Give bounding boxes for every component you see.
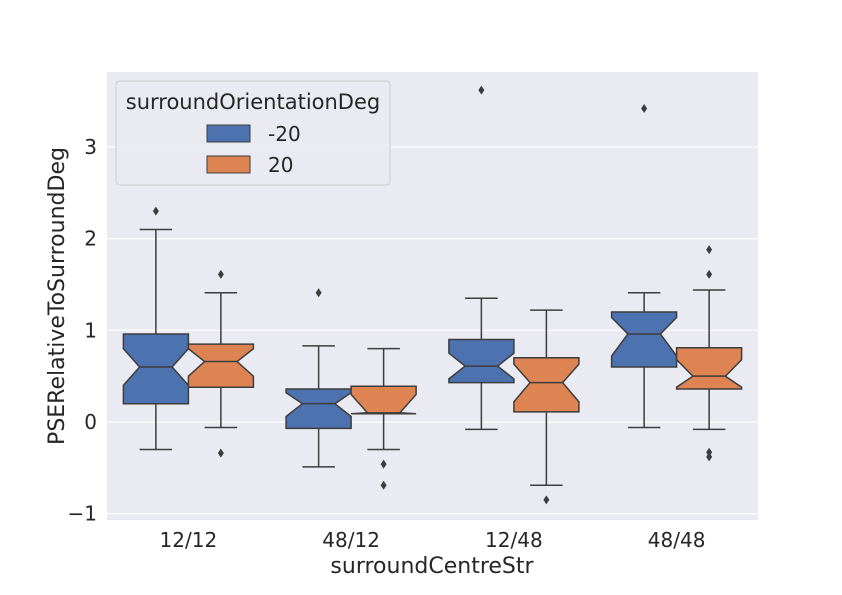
y-tick-label: 0 xyxy=(84,410,97,434)
legend: surroundOrientationDeg -20 20 xyxy=(115,80,391,186)
y-tick-label: 1 xyxy=(84,318,97,342)
outlier-point xyxy=(641,103,648,113)
x-tick-label: 12/48 xyxy=(485,528,543,552)
outlier-point xyxy=(706,452,713,462)
outlier-point xyxy=(478,85,485,95)
y-tick-label: 3 xyxy=(84,135,97,159)
boxes xyxy=(122,85,743,505)
box--20-12/12 xyxy=(122,206,190,451)
box-body xyxy=(448,338,515,384)
box-body xyxy=(285,388,352,430)
box-body xyxy=(675,346,743,390)
outlier-point xyxy=(706,245,713,255)
box-body xyxy=(187,343,255,388)
legend-frame xyxy=(115,80,391,186)
box-20-48/48 xyxy=(675,245,743,462)
x-tick-label: 48/48 xyxy=(648,528,706,552)
legend-title: surroundOrientationDeg xyxy=(126,90,380,114)
x-tick-label: 12/12 xyxy=(160,528,218,552)
outlier-point xyxy=(706,269,713,279)
legend-label-series-2: 20 xyxy=(268,153,293,177)
box-20-12/12 xyxy=(187,269,255,458)
x-tick-label: 48/12 xyxy=(322,528,380,552)
outlier-point xyxy=(217,269,224,279)
x-axis-label: surroundCentreStr xyxy=(330,554,534,579)
box--20-12/48 xyxy=(448,85,515,431)
legend-label-series-1: -20 xyxy=(268,122,301,146)
y-tick-label: 2 xyxy=(84,227,97,251)
outlier-point xyxy=(217,448,224,458)
outlier-point xyxy=(706,447,713,457)
box--20-48/48 xyxy=(610,103,678,429)
outlier-point xyxy=(380,459,387,469)
outlier-point xyxy=(380,480,387,490)
outlier-point xyxy=(543,495,550,505)
tick-labels: −1 0 1 2 3 12/12 48/12 12/48 48/48 xyxy=(68,135,706,552)
box-body xyxy=(122,333,190,405)
outlier-point xyxy=(315,288,322,298)
legend-swatch-series-2 xyxy=(206,155,251,174)
y-axis-label: PSERelativeToSurroundDeg xyxy=(45,147,70,445)
box-body xyxy=(513,357,580,413)
box--20-48/12 xyxy=(285,288,352,468)
box-20-48/12 xyxy=(350,347,417,490)
legend-swatch-series-1 xyxy=(206,124,251,143)
y-tick-label: −1 xyxy=(68,502,97,526)
box-body xyxy=(350,385,417,415)
outlier-point xyxy=(152,206,159,216)
box-20-12/48 xyxy=(513,309,580,505)
